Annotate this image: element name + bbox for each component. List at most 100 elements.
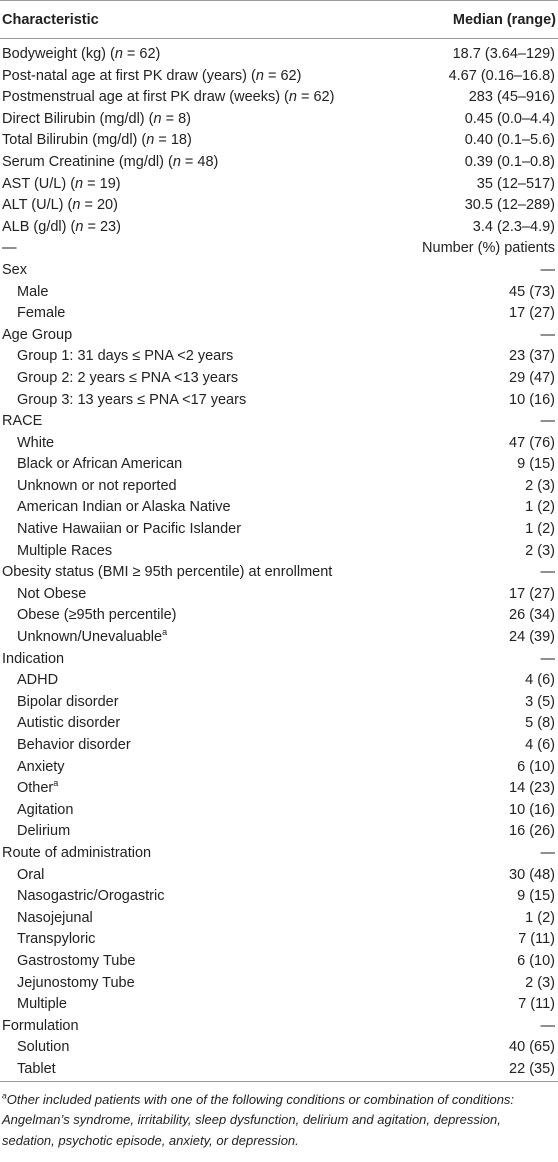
table-row: Female 17 (27) — [0, 303, 558, 325]
row-characteristic: ALT (U/L) (n = 20) — [0, 195, 390, 217]
table-row: Route of administration — — [0, 843, 558, 865]
row-n-count: = 62) — [263, 67, 302, 84]
table-row: Male 45 (73) — [0, 282, 558, 304]
row-value: 30 (48) — [509, 866, 555, 883]
row-label: Group 3: 13 years ≤ PNA <17 years — [17, 391, 247, 408]
row-value: — — [540, 564, 556, 581]
footnote-ref: a — [53, 778, 59, 789]
row-label: ADHD — [17, 672, 59, 689]
row-value: 9 (15) — [517, 888, 555, 905]
row-label: Autistic disorder — [17, 715, 121, 732]
row-value: 45 (73) — [509, 283, 555, 300]
row-characteristic: Unknown or not reported — [0, 476, 390, 498]
table-row: Othera 14 (23) — [0, 778, 558, 800]
table-row: Multiple Races 2 (3) — [0, 541, 558, 563]
row-characteristic: Group 3: 13 years ≤ PNA <17 years — [0, 390, 390, 412]
row-label: Serum Creatinine (mg/dl) ( — [2, 153, 173, 170]
row-label: Oral — [17, 866, 45, 883]
table-row: Formulation — — [0, 1016, 558, 1038]
table-row: Indication — — [0, 649, 558, 671]
row-value: — — [540, 326, 556, 343]
row-value: 10 (16) — [509, 801, 555, 818]
row-n-variable: n — [75, 175, 84, 192]
row-label: Tablet — [17, 1060, 56, 1077]
row-characteristic: Obese (≥95th percentile) — [0, 605, 390, 627]
row-value: 17 (27) — [509, 585, 555, 602]
row-characteristic: Postmenstrual age at first PK draw (week… — [0, 87, 390, 109]
row-value: — — [540, 844, 556, 861]
row-n-variable: n — [172, 153, 181, 170]
row-label: Multiple Races — [17, 542, 113, 559]
footnote-marker: a — [2, 1090, 7, 1101]
row-value: Number (%) patients — [422, 240, 555, 257]
row-characteristic: Indication — [0, 649, 390, 671]
row-value: 1 (2) — [525, 909, 555, 926]
row-characteristic: RACE — [0, 411, 390, 433]
row-characteristic: Age Group — [0, 325, 390, 347]
row-label: Unknown/Unevaluable — [17, 629, 163, 646]
row-label: Post-natal age at first PK draw (years) … — [2, 67, 256, 84]
row-n-variable: n — [255, 67, 264, 84]
table-row: American Indian or Alaska Native 1 (2) — [0, 497, 558, 519]
row-value: 47 (76) — [509, 434, 555, 451]
row-characteristic: White — [0, 433, 390, 455]
table-header-row: Characteristic Median (range) — [0, 0, 558, 39]
table-row: Multiple 7 (11) — [0, 994, 558, 1016]
table-row: Autistic disorder 5 (8) — [0, 713, 558, 735]
row-characteristic: Route of administration — [0, 843, 390, 865]
row-label: Obesity status (BMI ≥ 95th percentile) a… — [2, 564, 333, 581]
row-n-count: = 48) — [180, 153, 219, 170]
row-characteristic: Gastrostomy Tube — [0, 951, 390, 973]
table-row: Solution 40 (65) — [0, 1037, 558, 1059]
row-label: Group 1: 31 days ≤ PNA <2 years — [17, 348, 234, 365]
row-characteristic: Sex — [0, 260, 390, 282]
row-label: ALB (g/dl) ( — [2, 218, 76, 235]
table-row: Obese (≥95th percentile) 26 (34) — [0, 605, 558, 627]
row-characteristic: Nasogastric/Orogastric — [0, 886, 390, 908]
row-value: — — [540, 261, 556, 278]
row-label: Obese (≥95th percentile) — [17, 607, 177, 624]
row-value: — — [540, 1017, 556, 1034]
row-label: Jejunostomy Tube — [17, 974, 135, 991]
row-label: Total Bilirubin (mg/dl) ( — [2, 132, 147, 149]
table-row: Jejunostomy Tube 2 (3) — [0, 973, 558, 995]
table-row: Group 3: 13 years ≤ PNA <17 years 10 (16) — [0, 390, 558, 412]
row-n-variable: n — [146, 132, 155, 149]
header-median-range: Median (range) — [390, 0, 558, 39]
row-n-variable: n — [75, 218, 84, 235]
row-label: Delirium — [17, 823, 71, 840]
table-row: Behavior disorder 4 (6) — [0, 735, 558, 757]
row-characteristic: Post-natal age at first PK draw (years) … — [0, 66, 390, 88]
row-characteristic: Male — [0, 282, 390, 304]
table-row: Nasojejunal 1 (2) — [0, 908, 558, 930]
row-characteristic: AST (U/L) (n = 19) — [0, 174, 390, 196]
row-value: 5 (8) — [525, 715, 555, 732]
row-value: 35 (12–517) — [476, 175, 555, 192]
row-value: 30.5 (12–289) — [464, 197, 555, 214]
row-value: 17 (27) — [509, 305, 555, 322]
table-row: Unknown/Unevaluablea 24 (39) — [0, 627, 558, 649]
row-value: 24 (39) — [509, 629, 555, 646]
row-characteristic: Total Bilirubin (mg/dl) (n = 18) — [0, 130, 390, 152]
row-characteristic: Native Hawaiian or Pacific Islander — [0, 519, 390, 541]
row-characteristic: Not Obese — [0, 584, 390, 606]
table-row: Postmenstrual age at first PK draw (week… — [0, 87, 558, 109]
row-characteristic: — — [0, 238, 390, 260]
row-label: AST (U/L) ( — [2, 175, 76, 192]
row-label: Postmenstrual age at first PK draw (week… — [2, 89, 289, 106]
row-value: 2 (3) — [525, 542, 555, 559]
row-value: 1 (2) — [525, 499, 555, 516]
row-value: 3 (5) — [525, 693, 555, 710]
row-label: Agitation — [17, 801, 74, 818]
row-n-variable: n — [288, 89, 297, 106]
row-characteristic: Tablet — [0, 1058, 390, 1082]
row-value: 18.7 (3.64–129) — [452, 46, 555, 62]
row-characteristic: Group 2: 2 years ≤ PNA <13 years — [0, 368, 390, 390]
row-label: Nasogastric/Orogastric — [17, 888, 165, 905]
row-label: Formulation — [2, 1017, 79, 1034]
row-value: 16 (26) — [509, 823, 555, 840]
row-n-variable: n — [114, 46, 123, 62]
table-row: Delirium 16 (26) — [0, 821, 558, 843]
row-value: — — [540, 413, 556, 430]
row-characteristic: Direct Bilirubin (mg/dl) (n = 8) — [0, 109, 390, 131]
